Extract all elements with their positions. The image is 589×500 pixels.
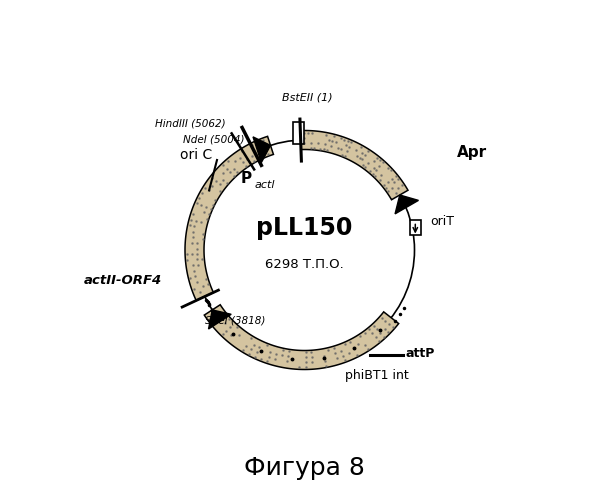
Text: P: P: [240, 172, 252, 186]
FancyBboxPatch shape: [293, 122, 304, 144]
Polygon shape: [209, 310, 231, 329]
Text: oriT: oriT: [431, 215, 454, 228]
Polygon shape: [300, 130, 408, 200]
Bar: [410, 220, 421, 236]
Text: Фигура 8: Фигура 8: [244, 456, 365, 479]
Text: phiBT1 int: phiBT1 int: [345, 369, 409, 382]
Text: actl: actl: [254, 180, 274, 190]
Text: attP: attP: [405, 348, 435, 360]
Text: NdeI (5004): NdeI (5004): [183, 134, 244, 144]
Text: BstEII (1): BstEII (1): [282, 92, 332, 102]
Text: 6298 Т.П.О.: 6298 Т.П.О.: [265, 258, 344, 272]
Text: ori C: ori C: [180, 148, 212, 162]
Text: SpeI (3818): SpeI (3818): [206, 316, 266, 326]
Text: pLL150: pLL150: [256, 216, 353, 240]
Polygon shape: [204, 304, 399, 370]
Text: Apr: Apr: [457, 146, 487, 160]
Polygon shape: [185, 136, 273, 300]
Text: HindIII (5062): HindIII (5062): [155, 119, 226, 129]
Polygon shape: [395, 195, 418, 214]
Polygon shape: [253, 137, 270, 162]
Text: actII-ORF4: actII-ORF4: [84, 274, 162, 286]
